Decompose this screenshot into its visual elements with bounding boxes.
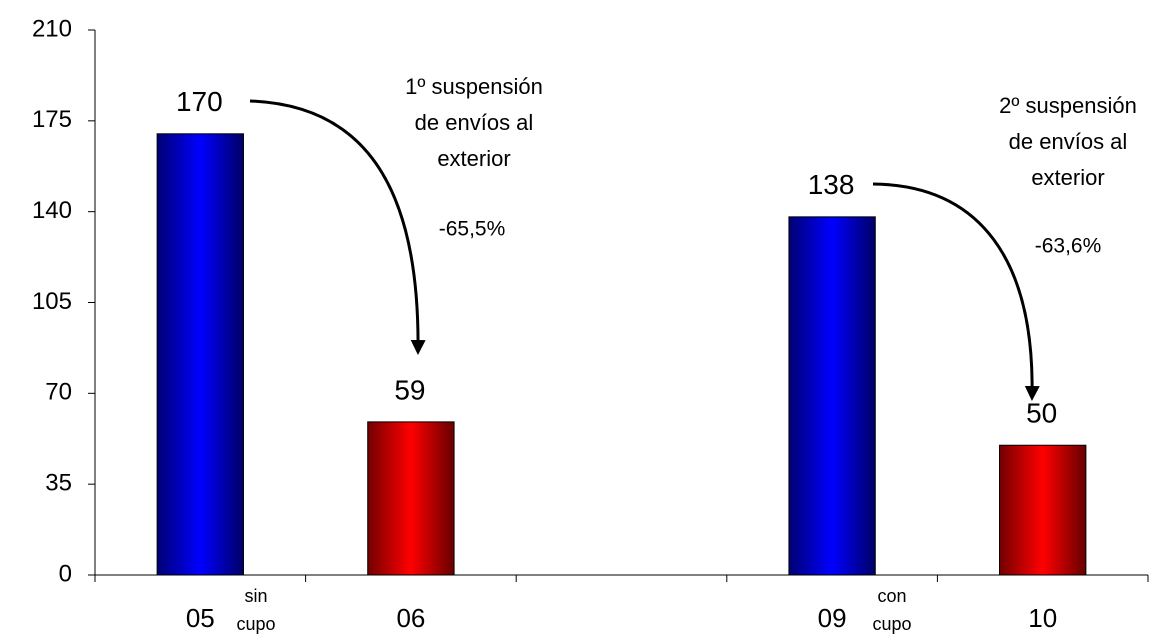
y-tick-label: 140	[32, 197, 72, 224]
arrow	[872, 182, 1040, 401]
y-tick-label: 0	[59, 560, 72, 587]
annotation: cupo	[872, 614, 911, 634]
annotation: -63,6%	[1035, 235, 1102, 258]
annotation: sin	[244, 586, 267, 606]
x-tick-label: 06	[396, 603, 425, 633]
bar	[788, 216, 876, 576]
y-tick-label: 210	[32, 15, 72, 42]
x-tick-label: 09	[818, 603, 847, 633]
y-tick-label: 175	[32, 106, 72, 133]
bar	[367, 421, 455, 576]
arrow	[249, 99, 426, 355]
y-tick-label: 105	[32, 288, 72, 315]
annotation: exterior	[437, 146, 510, 171]
annotation: -65,5%	[439, 218, 506, 241]
y-tick-label: 70	[45, 379, 72, 406]
annotation: de envíos al	[1009, 129, 1128, 154]
annotation: de envíos al	[415, 110, 534, 135]
x-tick-label: 05	[186, 603, 215, 633]
data-label: 170	[176, 86, 223, 117]
x-tick-label: 10	[1028, 603, 1057, 633]
bar	[156, 133, 244, 576]
annotation: cupo	[236, 614, 275, 634]
bar	[999, 444, 1087, 576]
y-tick-label: 35	[45, 470, 72, 497]
annotation: exterior	[1031, 165, 1104, 190]
data-label: 138	[808, 169, 855, 200]
annotation: 2º suspensión	[999, 93, 1137, 118]
data-label: 50	[1026, 398, 1057, 429]
annotation: 1º suspensión	[405, 74, 543, 99]
annotation: con	[877, 586, 906, 606]
data-label: 59	[394, 374, 425, 405]
